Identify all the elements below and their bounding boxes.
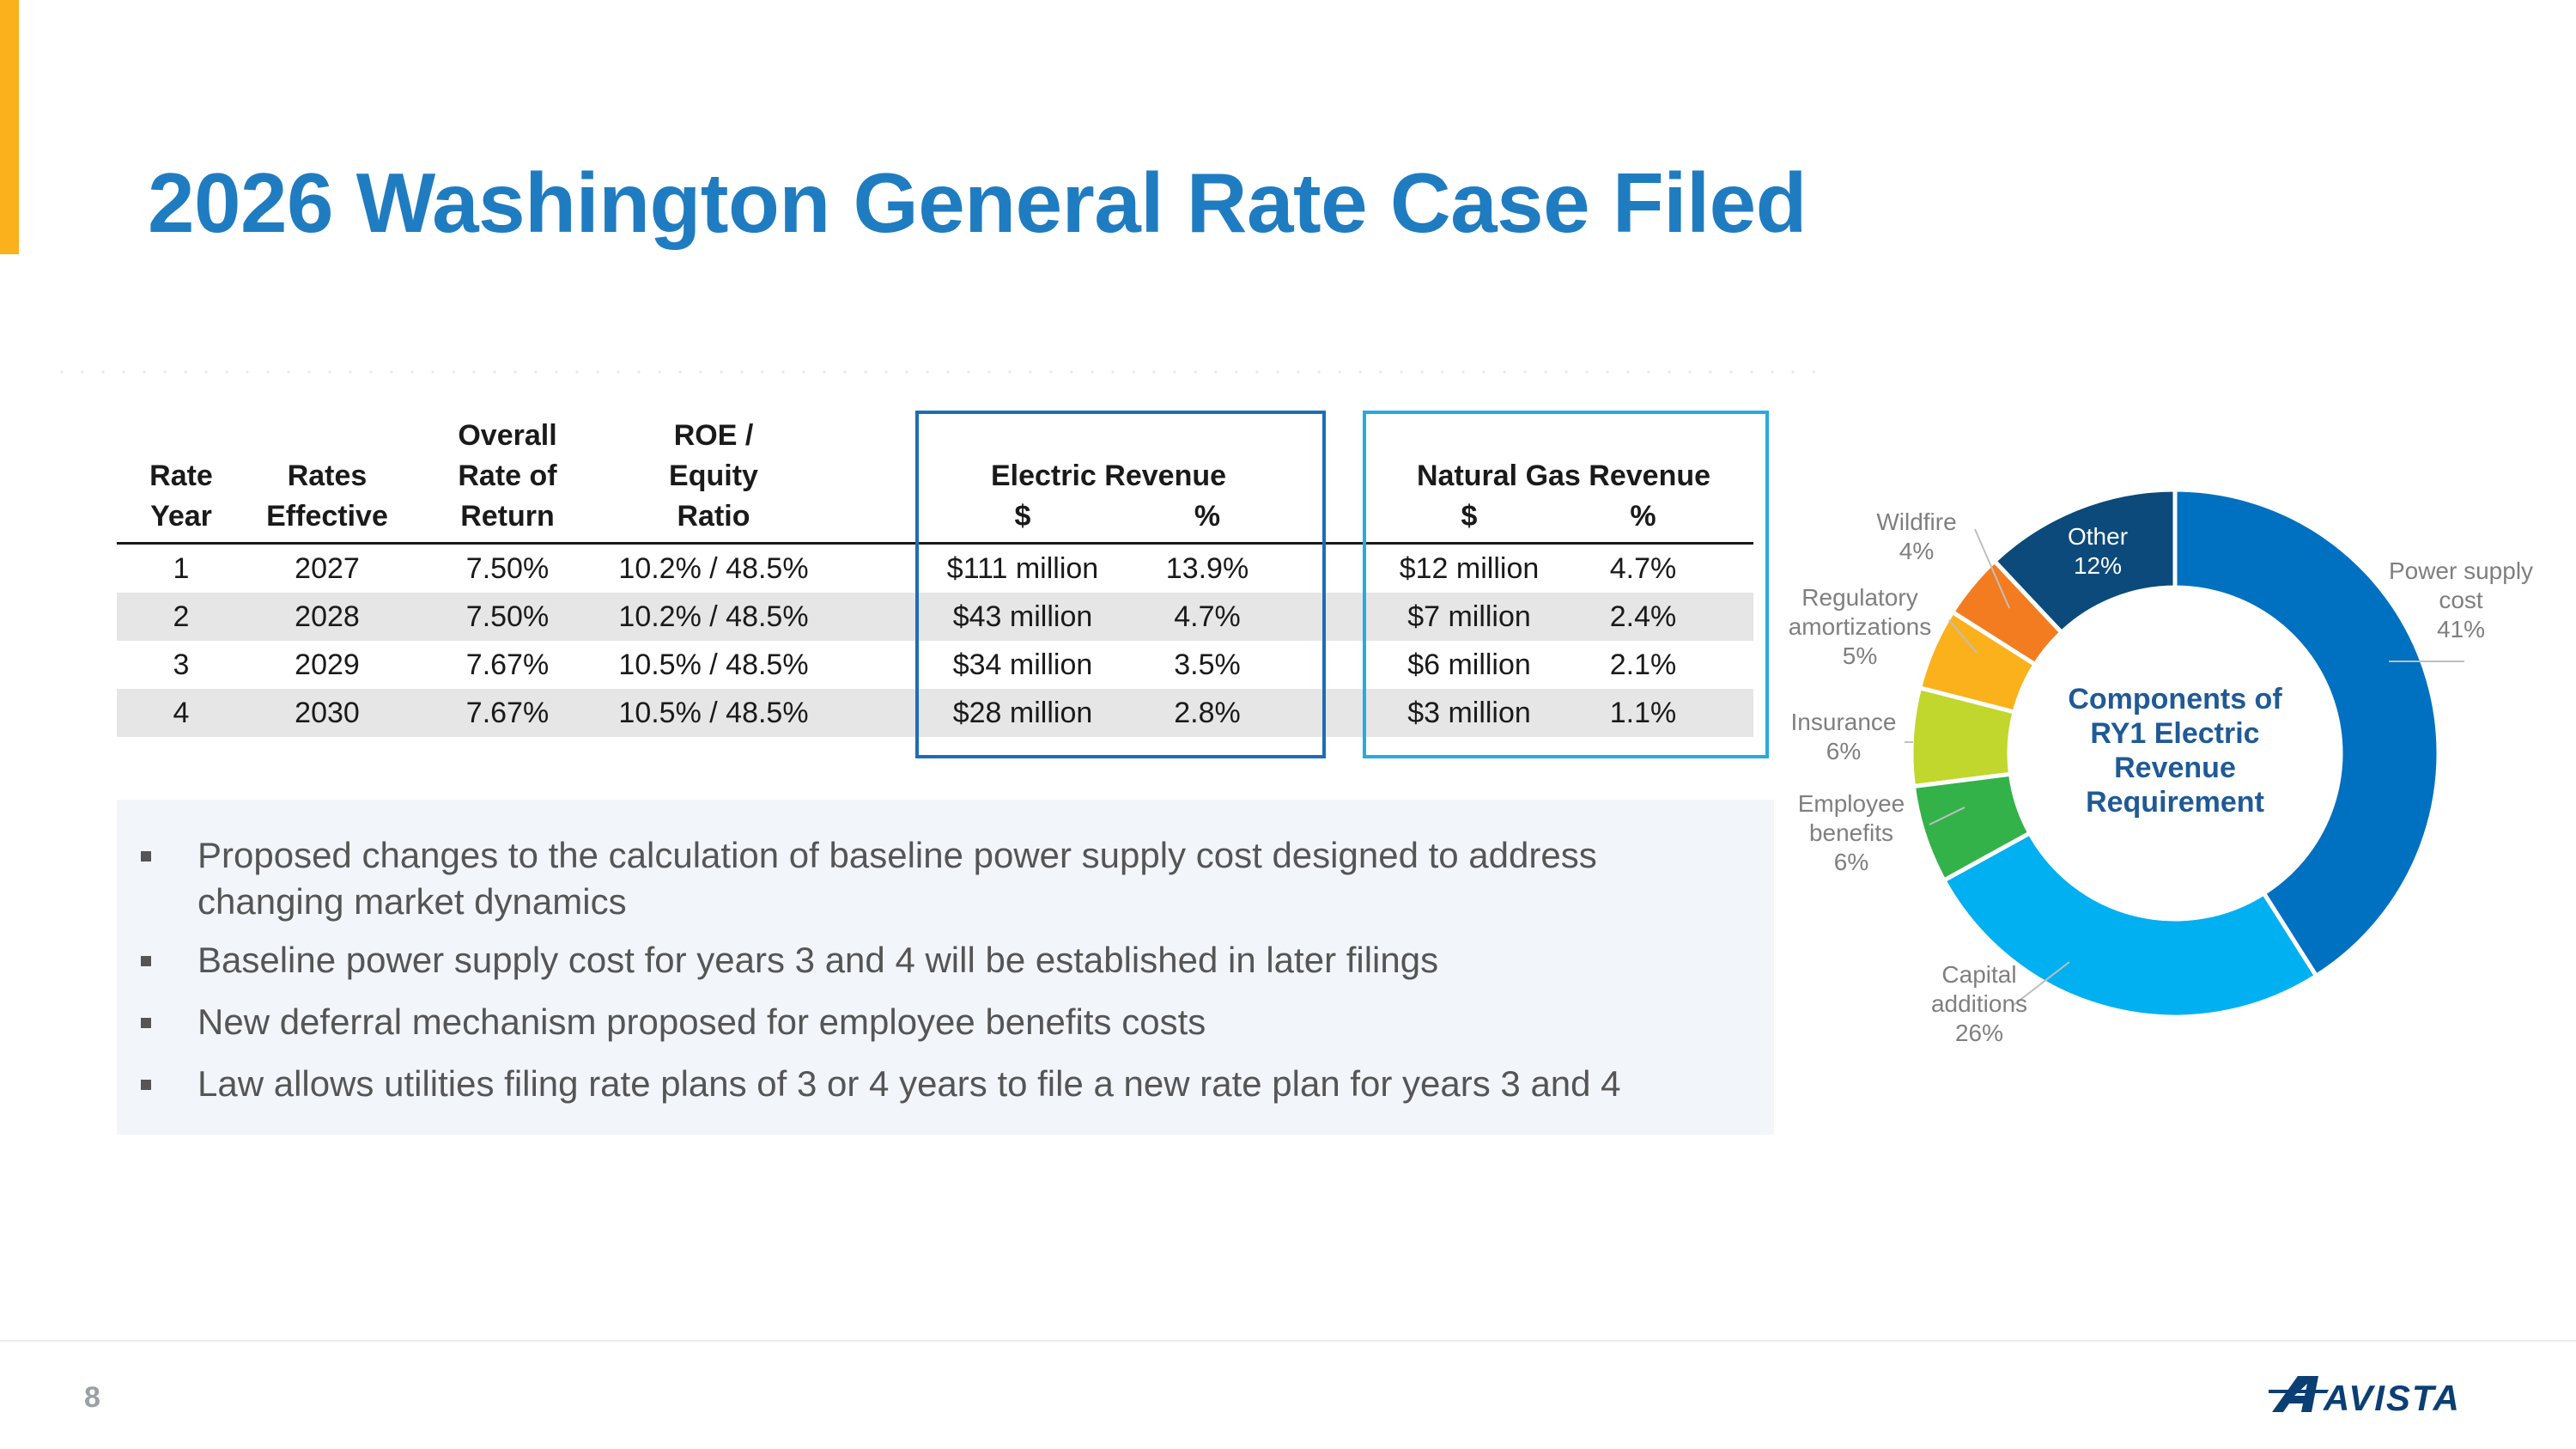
donut-slice-capital-additions: [1941, 830, 2319, 1020]
header-electric-pct: %: [1194, 500, 1221, 533]
cell-roe-equity: 10.2% / 48.5%: [618, 552, 809, 585]
logo-text: AVISTA: [2323, 1378, 2461, 1416]
cell-rates-effective: 2027: [295, 552, 360, 585]
header-gas-dollar: $: [1461, 500, 1478, 533]
bullet-square-icon: [141, 851, 151, 861]
slice-label-regulatory-amortizations: Regulatory amortizations 5%: [1789, 584, 1932, 669]
cell-gas-amount: $3 million: [1407, 697, 1531, 729]
cell-electric-pct: 3.5%: [1174, 648, 1241, 681]
header-gas-pct: %: [1630, 500, 1656, 533]
slice-label-other: Other 12%: [2068, 523, 2128, 579]
bullet-text: Law allows utilities filing rate plans o…: [197, 1063, 1621, 1104]
bullet-text: Baseline power supply cost for years 3 a…: [197, 940, 1439, 980]
cell-gas-pct: 4.7%: [1609, 552, 1677, 585]
cell-gas-amount: $7 million: [1407, 600, 1531, 633]
cell-roe-equity: 10.5% / 48.5%: [618, 648, 809, 681]
donut-slice-regulatory-amortizations: [1917, 609, 2038, 715]
cell-rates-effective: 2030: [295, 697, 360, 729]
cell-roe-equity: 10.5% / 48.5%: [618, 697, 809, 729]
donut-slice-other: [1991, 487, 2178, 636]
slice-label-wildfire: Wildfire 4%: [1876, 508, 1956, 564]
table-header: Rate Year Rates Effective Overall Rate o…: [117, 419, 1753, 545]
slice-label-employee-benefits: Employee benefits 6%: [1798, 790, 1905, 875]
donut-slice-power-supply-cost: [2172, 487, 2441, 979]
accent-bar: [0, 0, 19, 254]
leader-line: [2013, 961, 2070, 1006]
header-overall-ror: Overall Rate of Return: [458, 419, 557, 533]
cell-gas-amount: $12 million: [1399, 552, 1540, 585]
leader-line: [1948, 619, 1978, 654]
cell-rate-year: 1: [173, 552, 190, 585]
footer-divider: [0, 1340, 2576, 1342]
header-electric-dollar: $: [1014, 500, 1031, 533]
donut-slice-employee-benefits: [1911, 771, 2033, 884]
cell-gas-pct: 1.1%: [1609, 697, 1677, 729]
header-rates-effective: Rates Effective: [266, 460, 388, 533]
cell-electric-pct: 2.8%: [1174, 697, 1241, 729]
bullet-panel: Proposed changes to the calculation of b…: [117, 800, 1774, 1135]
cell-overall-ror: 7.67%: [465, 648, 550, 681]
cell-overall-ror: 7.67%: [465, 697, 550, 729]
slice-label-power-supply-cost: Power supply cost 41%: [2389, 557, 2533, 642]
bullet-text: Proposed changes to the calculation of b…: [197, 835, 1597, 922]
header-gas-revenue: Natural Gas Revenue: [1416, 460, 1711, 492]
cell-rate-year: 4: [173, 697, 190, 729]
header-roe-equity: ROE / Equity Ratio: [669, 419, 758, 533]
cell-rates-effective: 2028: [295, 600, 360, 633]
donut-slice-insurance: [1909, 685, 2018, 789]
page-title: 2026 Washington General Rate Case Filed: [148, 155, 1807, 250]
table-row: 3 2029 7.67% 10.5% / 48.5% $34 million 3…: [117, 641, 1753, 689]
bullet-square-icon: [141, 1018, 151, 1028]
cell-gas-amount: $6 million: [1407, 648, 1531, 681]
header-electric-revenue: Electric Revenue: [990, 460, 1227, 492]
cell-gas-pct: 2.4%: [1609, 600, 1677, 633]
cell-overall-ror: 7.50%: [465, 600, 550, 633]
donut-slice-wildfire: [1949, 557, 2065, 668]
table-row: 4 2030 7.67% 10.5% / 48.5% $28 million 2…: [117, 689, 1753, 737]
dotted-divider: [52, 370, 1820, 374]
cell-electric-pct: 4.7%: [1174, 600, 1241, 633]
cell-overall-ror: 7.50%: [465, 552, 550, 585]
header-rate-year: Rate Year: [149, 460, 213, 533]
cell-rates-effective: 2029: [295, 648, 360, 681]
slice-label-capital-additions: Capital additions 26%: [1931, 961, 2027, 1046]
leader-line: [1929, 807, 1965, 825]
chart-center-title: Components of RY1 Electric Revenue Requirem…: [2068, 683, 2282, 819]
leader-line: [1974, 528, 2010, 609]
avista-logo: AVISTA: [2269, 1376, 2461, 1416]
table-row: 1 2027 7.50% 10.2% / 48.5% $111 million …: [117, 545, 1753, 593]
cell-rate-year: 3: [173, 648, 190, 681]
bullet-square-icon: [141, 956, 151, 966]
cell-electric-amount: $43 million: [952, 600, 1093, 633]
cell-electric-pct: 13.9%: [1165, 552, 1249, 585]
page-number: 8: [84, 1381, 100, 1414]
slice-label-insurance: Insurance 6%: [1791, 709, 1897, 764]
cell-electric-amount: $34 million: [952, 648, 1093, 681]
cell-gas-pct: 2.1%: [1609, 648, 1677, 681]
cell-electric-amount: $111 million: [946, 552, 1099, 585]
bullet-square-icon: [141, 1080, 151, 1090]
rate-case-table: Rate Year Rates Effective Overall Rate o…: [117, 419, 1753, 737]
cell-rate-year: 2: [173, 600, 190, 633]
bullet-text: New deferral mechanism proposed for empl…: [197, 1002, 1206, 1042]
table-row: 2 2028 7.50% 10.2% / 48.5% $43 million 4…: [117, 593, 1753, 641]
cell-electric-amount: $28 million: [952, 697, 1093, 729]
cell-roe-equity: 10.2% / 48.5%: [618, 600, 809, 633]
